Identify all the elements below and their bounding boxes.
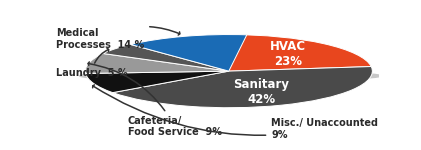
Text: Misc./ Unaccounted
9%: Misc./ Unaccounted 9% [93, 85, 378, 140]
Wedge shape [103, 44, 229, 71]
Ellipse shape [80, 71, 381, 81]
Wedge shape [85, 54, 229, 74]
Text: Medical
Processes  14 %: Medical Processes 14 % [56, 27, 180, 50]
Wedge shape [229, 34, 371, 71]
Wedge shape [131, 34, 247, 71]
Text: HVAC
23%: HVAC 23% [269, 40, 306, 68]
Wedge shape [113, 67, 372, 108]
Text: Sanitary
42%: Sanitary 42% [234, 78, 290, 106]
Text: Cafeteria/
Food Service  9%: Cafeteria/ Food Service 9% [88, 62, 222, 137]
Wedge shape [85, 71, 229, 93]
Text: Laundry  5 %: Laundry 5 % [56, 48, 128, 78]
